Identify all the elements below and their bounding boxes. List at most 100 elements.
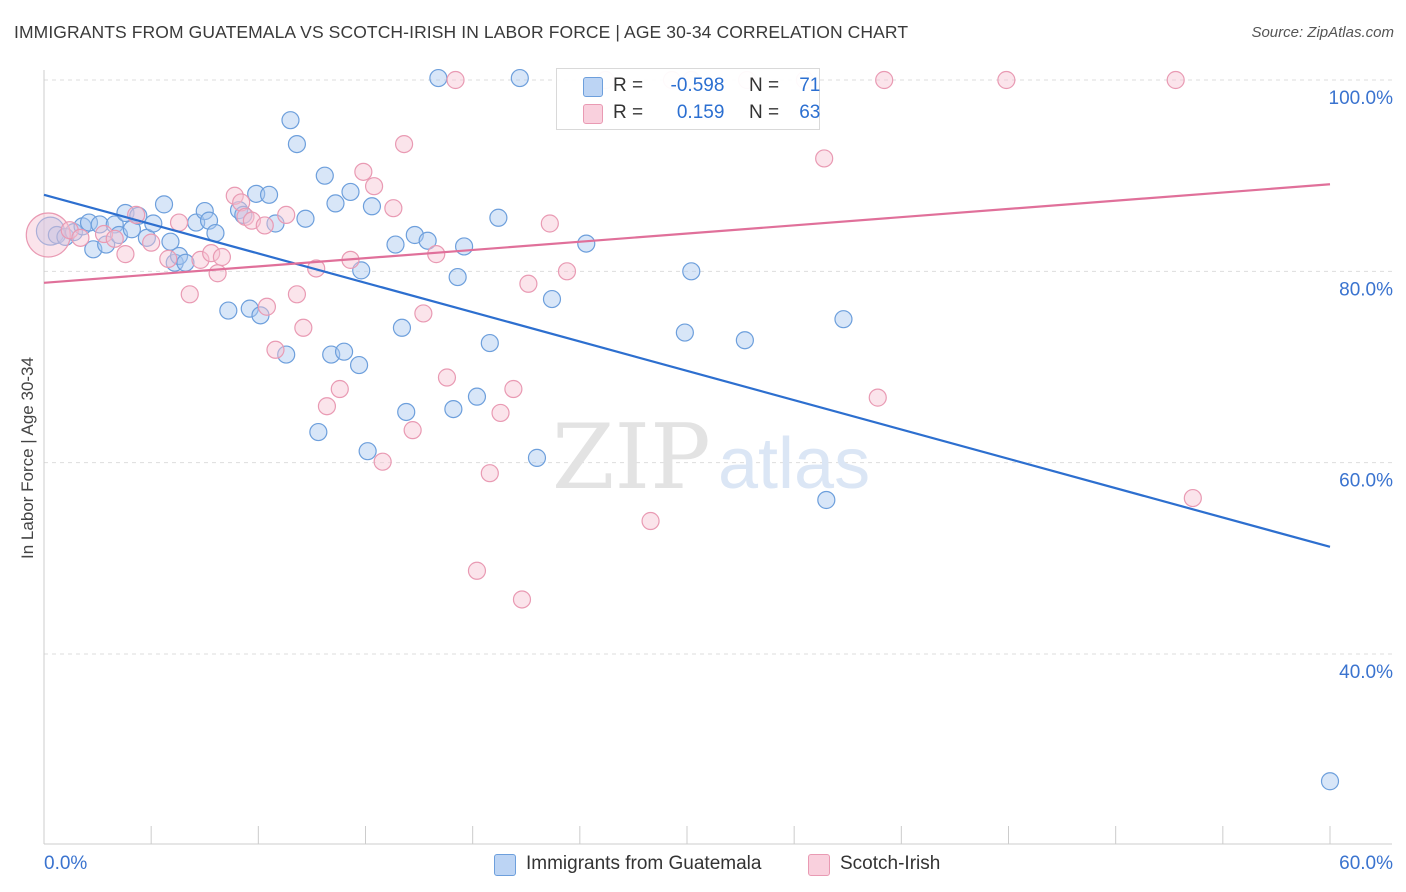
trendline-guatemala (43, 193, 1331, 548)
point-scotch-irish (512, 590, 532, 609)
point-guatemala (349, 355, 369, 375)
series-label-scotch-irish: Scotch-Irish (840, 853, 941, 874)
point-guatemala (448, 267, 467, 287)
point-guatemala (467, 387, 487, 406)
point-guatemala (296, 209, 315, 228)
point-scotch-irish (437, 368, 457, 387)
point-guatemala (334, 342, 354, 361)
point-guatemala (454, 237, 474, 256)
point-guatemala (444, 399, 463, 419)
series-legend: Immigrants from Guatemala Scotch-Irish (0, 852, 1406, 878)
point-scotch-irish (191, 250, 210, 269)
legend-n-label: N = (748, 102, 780, 123)
point-scotch-irish (446, 70, 465, 90)
point-guatemala (682, 262, 701, 281)
point-scotch-irish (208, 264, 227, 283)
point-scotch-irish (504, 379, 523, 399)
point-guatemala (397, 402, 416, 422)
point-guatemala (510, 68, 529, 88)
point-guatemala (247, 184, 266, 203)
point-guatemala (834, 310, 853, 329)
point-guatemala (577, 234, 596, 253)
legend-r-label: R = (613, 102, 644, 123)
point-guatemala (1320, 772, 1340, 791)
point-scotch-irish (364, 177, 384, 196)
tick-label-layer: 40.0% 60.0% 80.0% 100.0% 0.0% 60.0% (44, 88, 1393, 874)
series-swatch-pink (808, 854, 830, 876)
point-guatemala (429, 68, 448, 88)
legend-n-value: 71 (799, 75, 821, 96)
axis-layer (43, 70, 1392, 845)
watermark-atlas: atlas (718, 424, 870, 504)
point-scotch-irish (294, 318, 313, 337)
point-scotch-irish (317, 397, 337, 416)
point-guatemala (817, 490, 836, 510)
point-scotch-irish (480, 464, 499, 483)
point-scotch-irish (169, 213, 189, 232)
point-guatemala (219, 301, 238, 320)
point-guatemala (675, 323, 694, 342)
y-tick-label: 80.0% (1339, 279, 1393, 300)
point-scotch-irish (257, 297, 277, 316)
chart-title: IMMIGRANTS FROM GUATEMALA VS SCOTCH-IRIS… (14, 22, 909, 42)
point-guatemala (418, 231, 437, 250)
watermark-zip: ZIP (552, 405, 711, 510)
source-label: Source: ZipAtlas.com (1251, 24, 1394, 41)
y-tick-label: 40.0% (1339, 662, 1393, 683)
point-scotch-irish (540, 214, 559, 233)
point-guatemala (358, 442, 377, 461)
point-scotch-irish (467, 561, 487, 580)
watermark: ZIP atlas (552, 405, 870, 510)
legend-swatch-blue (583, 77, 603, 97)
series-swatch-blue (494, 854, 516, 876)
legend-n-value: 63 (799, 102, 821, 123)
point-scotch-irish (414, 304, 433, 323)
point-scotch-irish (232, 193, 251, 212)
point-scotch-irish (641, 511, 660, 531)
point-scotch-irish (25, 212, 71, 258)
legend-r-value: -0.598 (670, 75, 725, 96)
point-scotch-irish (1183, 488, 1202, 508)
point-scotch-irish (373, 452, 392, 471)
x-tick-label: 60.0% (1339, 853, 1393, 874)
point-guatemala (287, 134, 307, 154)
point-scotch-irish (815, 149, 834, 168)
point-scotch-irish (202, 244, 221, 263)
point-guatemala (195, 201, 214, 221)
legend-n-label: N = (748, 75, 780, 96)
legend-swatch-pink (583, 104, 603, 124)
point-scotch-irish (225, 186, 244, 205)
point-guatemala (527, 448, 547, 467)
point-guatemala (735, 331, 754, 350)
point-guatemala (480, 333, 499, 353)
point-guatemala (489, 208, 508, 227)
y-tick-label: 100.0% (1329, 88, 1394, 109)
point-scotch-irish (159, 249, 178, 268)
point-guatemala (169, 246, 189, 266)
point-scotch-irish (212, 247, 231, 267)
point-scotch-irish (287, 285, 307, 304)
point-scotch-irish (557, 262, 577, 281)
point-scotch-irish (94, 224, 114, 244)
point-scotch-irish (266, 340, 285, 359)
point-scotch-irish (868, 388, 887, 407)
series-label-guatemala: Immigrants from Guatemala (526, 853, 762, 874)
point-guatemala (315, 166, 334, 185)
y-tick-label: 60.0% (1339, 471, 1393, 492)
point-scotch-irish (1166, 70, 1185, 90)
point-scotch-irish (277, 205, 296, 224)
point-scotch-irish (116, 245, 135, 264)
point-guatemala (90, 215, 109, 234)
point-scotch-irish (255, 216, 274, 235)
point-scotch-irish (180, 285, 199, 304)
point-scotch-irish (71, 228, 90, 247)
point-guatemala (392, 318, 412, 337)
trend-layer (43, 183, 1331, 548)
stats-legend: R = -0.598 N = 71 R = 0.159 N = 63 (556, 68, 820, 130)
point-scotch-irish (105, 229, 124, 248)
legend-r-label: R = (613, 75, 644, 96)
point-guatemala (281, 111, 300, 130)
point-guatemala (154, 195, 174, 214)
trendline-scotch-irish (43, 183, 1331, 284)
point-scotch-irish (491, 403, 510, 423)
